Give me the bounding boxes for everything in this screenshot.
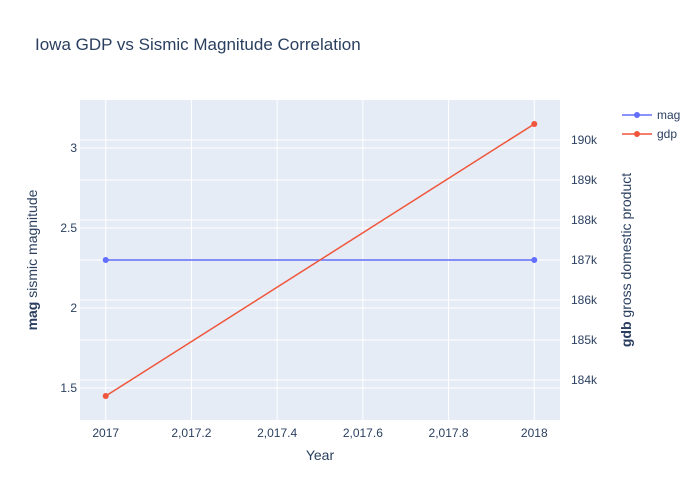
right-y-tick-label: 186k bbox=[571, 293, 598, 307]
gdp-series-line bbox=[105, 123, 535, 397]
right-y-tick-label: 187k bbox=[571, 253, 598, 267]
series-layer bbox=[102, 121, 538, 399]
x-tick-label: 2018 bbox=[521, 426, 548, 440]
right-y-axis-title-rest: gross domestic product bbox=[618, 173, 634, 318]
x-axis-title: Year bbox=[306, 447, 335, 463]
left-y-axis-title-rest: sismic magnitude bbox=[24, 189, 40, 297]
x-tick-label: 2017 bbox=[92, 426, 119, 440]
x-tick-label: 2,017.8 bbox=[429, 426, 469, 440]
legend-label: mag bbox=[657, 108, 680, 122]
left-y-axis-ticks: 1.5 2 2.5 3 bbox=[60, 141, 77, 395]
left-y-axis-title: mag sismic magnitude bbox=[24, 189, 40, 330]
chart-title: Iowa GDP vs Sismic Magnitude Correlation bbox=[35, 35, 361, 54]
legend[interactable]: mag gdp bbox=[622, 108, 680, 141]
right-y-tick-label: 185k bbox=[571, 333, 598, 347]
right-y-tick-label: 190k bbox=[571, 133, 598, 147]
right-y-axis-title: gdb gross domestic product bbox=[618, 173, 634, 347]
legend-item-mag[interactable]: mag bbox=[622, 108, 680, 122]
right-y-tick-label: 188k bbox=[571, 213, 598, 227]
x-tick-label: 2,017.4 bbox=[257, 426, 297, 440]
left-y-tick-label: 1.5 bbox=[60, 381, 77, 395]
right-y-tick-label: 184k bbox=[571, 373, 598, 387]
gdp-data-point[interactable] bbox=[102, 393, 109, 399]
right-y-tick-label: 189k bbox=[571, 173, 598, 187]
x-tick-label: 2,017.2 bbox=[171, 426, 211, 440]
left-y-tick-label: 2 bbox=[70, 301, 77, 315]
x-tick-label: 2,017.6 bbox=[343, 426, 383, 440]
right-y-axis-title-bold: gdb bbox=[618, 321, 634, 347]
left-y-tick-label: 2.5 bbox=[60, 221, 77, 235]
left-y-tick-label: 3 bbox=[70, 141, 77, 155]
mag-data-point[interactable] bbox=[531, 257, 538, 263]
x-axis-ticks: 2017 2,017.2 2,017.4 2,017.6 2,017.8 2018 bbox=[92, 426, 548, 440]
legend-label: gdp bbox=[657, 127, 677, 141]
right-y-axis-ticks: 184k 185k 186k 187k 188k 189k 190k bbox=[571, 133, 598, 387]
legend-item-gdp[interactable]: gdp bbox=[622, 127, 677, 141]
legend-marker bbox=[634, 112, 640, 118]
left-y-axis-title-bold: mag bbox=[24, 302, 40, 331]
mag-data-point[interactable] bbox=[102, 257, 109, 263]
gdp-data-point[interactable] bbox=[531, 121, 538, 127]
legend-marker bbox=[634, 131, 640, 137]
